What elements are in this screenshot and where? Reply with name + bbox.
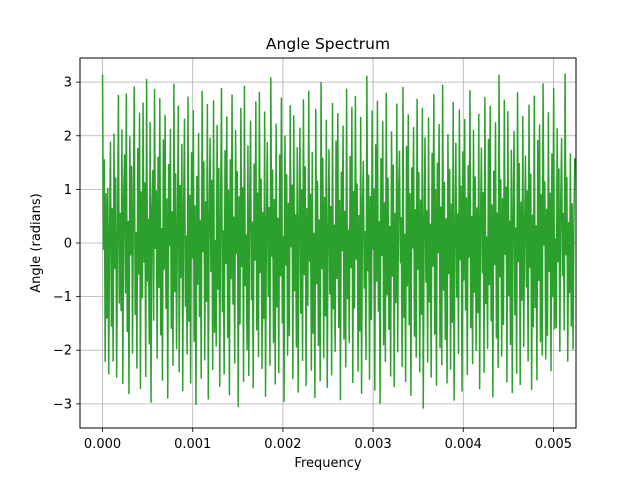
y-axis-label: Angle (radians) (29, 193, 44, 292)
y-tick-label: −1 (53, 290, 72, 305)
x-tick-label: 0.001 (174, 437, 211, 452)
chart-title: Angle Spectrum (266, 35, 390, 53)
series-line (101, 73, 576, 409)
y-tick-label: 3 (64, 76, 72, 91)
x-tick-label: 0.000 (84, 437, 121, 452)
x-axis: 0.000 0.001 0.002 0.003 0.004 0.005 (84, 428, 572, 452)
x-tick-label: 0.003 (354, 437, 391, 452)
x-tick-label: 0.004 (445, 437, 482, 452)
data-series (101, 73, 576, 409)
x-axis-label: Frequency (294, 456, 361, 471)
y-tick-label: 2 (64, 129, 72, 144)
y-tick-label: 1 (64, 183, 72, 198)
y-tick-label: 0 (64, 237, 72, 252)
x-tick-label: 0.002 (264, 437, 301, 452)
y-axis: −3 −2 −1 0 1 2 3 (53, 76, 80, 412)
y-tick-label: −2 (53, 344, 72, 359)
x-tick-label: 0.005 (535, 437, 572, 452)
y-tick-label: −3 (53, 397, 72, 412)
